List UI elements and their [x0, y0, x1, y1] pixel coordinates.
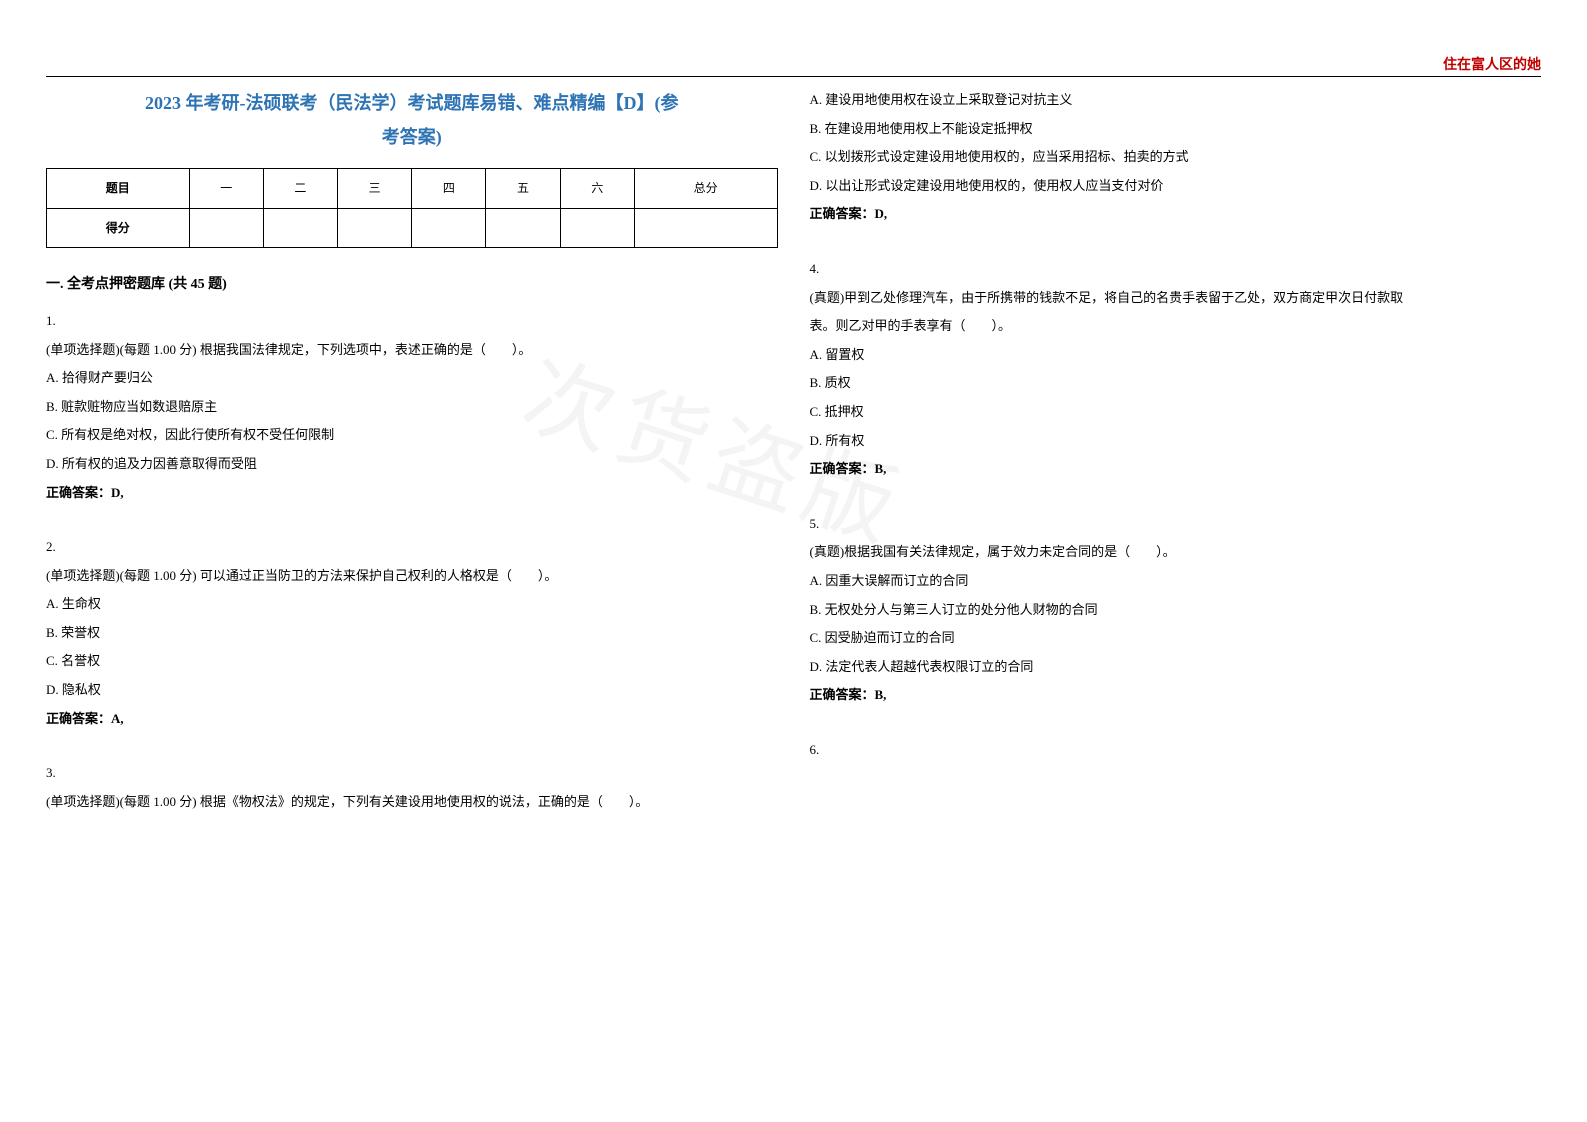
- table-row: 得分: [47, 208, 778, 247]
- cell: [338, 208, 412, 247]
- cell: [412, 208, 486, 247]
- correct-answer: 正确答案：D,: [46, 479, 778, 508]
- question-stem: (单项选择题)(每题 1.00 分) 根据我国法律规定，下列选项中，表述正确的是…: [46, 336, 778, 365]
- score-table: 题目 一 二 三 四 五 六 总分 得分: [46, 168, 778, 248]
- question-stem-line2: 表。则乙对甲的手表享有（ ）。: [810, 312, 1542, 341]
- section-heading: 一. 全考点押密题库 (共 45 题): [46, 270, 778, 301]
- header-rule: [46, 76, 1541, 77]
- option-b: B. 赃款赃物应当如数退赔原主: [46, 393, 778, 422]
- correct-answer: 正确答案：B,: [810, 455, 1542, 484]
- option-c: C. 名誉权: [46, 647, 778, 676]
- option-c: C. 因受胁迫而订立的合同: [810, 624, 1542, 653]
- cell-heading: 题目: [47, 169, 190, 208]
- option-b: B. 荣誉权: [46, 619, 778, 648]
- question-number: 3.: [46, 759, 778, 788]
- question-number: 1.: [46, 307, 778, 336]
- title-line-1: 2023 年考研-法硕联考（民法学）考试题库易错、难点精编【D】(参: [46, 86, 778, 120]
- option-c: C. 所有权是绝对权，因此行使所有权不受任何限制: [46, 421, 778, 450]
- option-b: B. 无权处分人与第三人订立的处分他人财物的合同: [810, 596, 1542, 625]
- option-a: A. 拾得财产要归公: [46, 364, 778, 393]
- option-a: A. 生命权: [46, 590, 778, 619]
- option-b: B. 质权: [810, 369, 1542, 398]
- cell: 六: [560, 169, 634, 208]
- content-columns: 2023 年考研-法硕联考（民法学）考试题库易错、难点精编【D】(参 考答案) …: [46, 86, 1541, 1092]
- cell: 一: [189, 169, 263, 208]
- cell: [189, 208, 263, 247]
- title-line-2: 考答案): [46, 120, 778, 154]
- right-column: A. 建设用地使用权在设立上采取登记对抗主义 B. 在建设用地使用权上不能设定抵…: [810, 86, 1542, 1092]
- option-a: A. 建设用地使用权在设立上采取登记对抗主义: [810, 86, 1542, 115]
- question-stem-line1: (真题)甲到乙处修理汽车，由于所携带的钱款不足，将自己的名贵手表留于乙处，双方商…: [810, 284, 1542, 313]
- correct-answer: 正确答案：A,: [46, 705, 778, 734]
- option-a: A. 因重大误解而订立的合同: [810, 567, 1542, 596]
- left-column: 2023 年考研-法硕联考（民法学）考试题库易错、难点精编【D】(参 考答案) …: [46, 86, 778, 1092]
- option-d: D. 所有权: [810, 427, 1542, 456]
- question-number: 2.: [46, 533, 778, 562]
- question-number: 4.: [810, 255, 1542, 284]
- option-d: D. 所有权的追及力因善意取得而受阻: [46, 450, 778, 479]
- cell: 三: [338, 169, 412, 208]
- question-stem: (真题)根据我国有关法律规定，属于效力未定合同的是（ ）。: [810, 538, 1542, 567]
- cell: 四: [412, 169, 486, 208]
- option-d: D. 隐私权: [46, 676, 778, 705]
- option-a: A. 留置权: [810, 341, 1542, 370]
- option-d: D. 以出让形式设定建设用地使用权的，使用权人应当支付对价: [810, 172, 1542, 201]
- question-stem: (单项选择题)(每题 1.00 分) 可以通过正当防卫的方法来保护自己权利的人格…: [46, 562, 778, 591]
- cell: 五: [486, 169, 560, 208]
- cell: [486, 208, 560, 247]
- header-label: 住在富人区的她: [1443, 54, 1541, 74]
- option-d: D. 法定代表人超越代表权限订立的合同: [810, 653, 1542, 682]
- question-number: 6.: [810, 736, 1542, 765]
- cell: [634, 208, 777, 247]
- cell: 二: [263, 169, 337, 208]
- cell: [560, 208, 634, 247]
- question-stem: (单项选择题)(每题 1.00 分) 根据《物权法》的规定，下列有关建设用地使用…: [46, 788, 778, 817]
- option-c: C. 以划拨形式设定建设用地使用权的，应当采用招标、拍卖的方式: [810, 143, 1542, 172]
- table-row: 题目 一 二 三 四 五 六 总分: [47, 169, 778, 208]
- correct-answer: 正确答案：B,: [810, 681, 1542, 710]
- correct-answer: 正确答案：D,: [810, 200, 1542, 229]
- option-b: B. 在建设用地使用权上不能设定抵押权: [810, 115, 1542, 144]
- cell: [263, 208, 337, 247]
- cell: 总分: [634, 169, 777, 208]
- cell-heading: 得分: [47, 208, 190, 247]
- document-title: 2023 年考研-法硕联考（民法学）考试题库易错、难点精编【D】(参 考答案): [46, 86, 778, 154]
- question-number: 5.: [810, 510, 1542, 539]
- option-c: C. 抵押权: [810, 398, 1542, 427]
